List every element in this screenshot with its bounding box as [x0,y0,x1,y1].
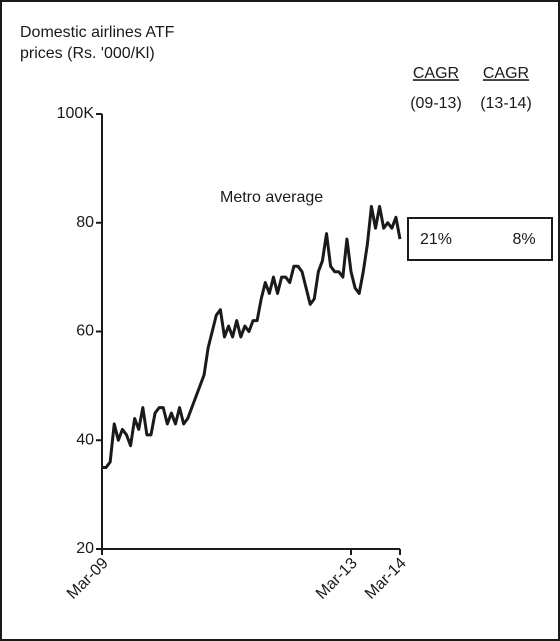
annotation: Metro average [220,189,323,206]
y-tick-label: 20 [76,540,94,557]
x-tick-label: Mar-09 [64,555,112,603]
line-series [102,204,402,469]
cagr-box [407,217,553,261]
x-tick-label: Mar-13 [313,555,361,603]
cagr-period: (09-13) [410,95,462,112]
cagr-value: 21% [420,231,452,248]
y-tick-label: 100K [57,105,95,122]
x-tick-label: Mar-14 [362,555,410,603]
y-tick-label: 80 [76,214,94,231]
y-tick-label: 60 [76,323,94,340]
chart-title: Domestic airlines ATF prices (Rs. '000/K… [20,24,175,62]
cagr-header: CAGR [413,65,459,82]
cagr-period: (13-14) [480,95,532,112]
y-tick-label: 40 [76,431,94,448]
cagr-header: CAGR [483,65,529,82]
cagr-value: 8% [512,231,535,248]
